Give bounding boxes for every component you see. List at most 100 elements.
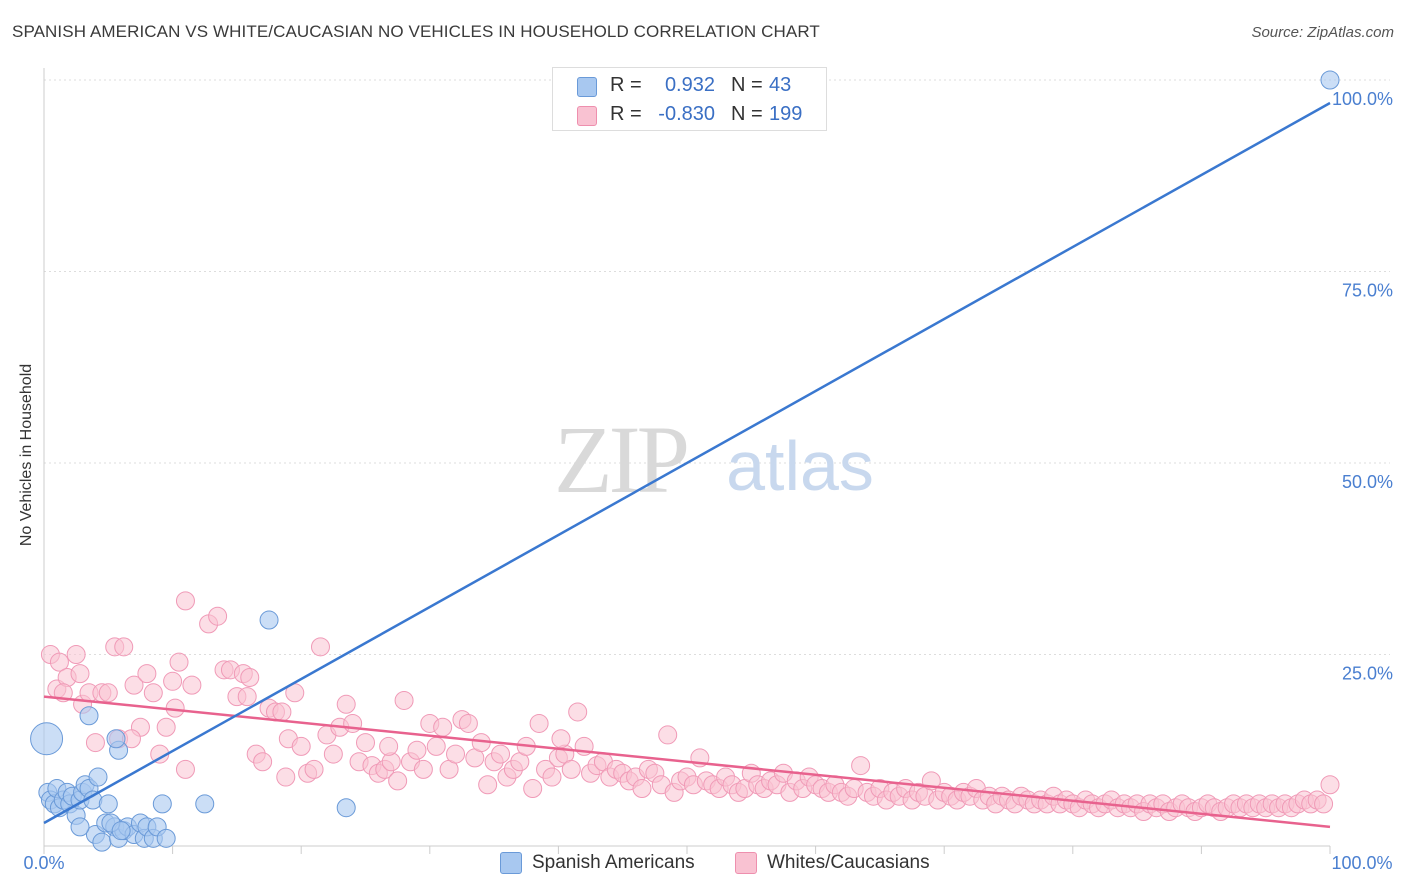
whites-point	[542, 767, 562, 787]
whites-point	[175, 591, 195, 611]
spanish-point	[79, 706, 99, 726]
tick-labels: 25.0% 50.0% 75.0% 100.0% 0.0% 100.0%	[23, 89, 1393, 873]
legend-n-label: N =	[731, 103, 763, 125]
whites-point	[1320, 775, 1340, 795]
legend-row-whites: R = -0.830 N = 199	[553, 100, 826, 130]
whites-point	[163, 671, 183, 691]
whites-point	[458, 713, 478, 733]
legend-box: R = 0.932 N = 43 R = -0.830 N = 199	[552, 67, 827, 131]
watermark-atlas: atlas	[726, 427, 874, 505]
whites-point	[658, 725, 678, 745]
source-label: Source: ZipAtlas.com	[1251, 24, 1394, 41]
whites-point	[491, 744, 511, 764]
whites-point	[426, 736, 446, 756]
whites-point	[632, 779, 652, 799]
whites-point	[433, 717, 453, 737]
legend-r-value: -0.830	[658, 103, 715, 125]
watermark: ZIP atlas	[554, 406, 874, 513]
whites-point	[561, 759, 581, 779]
legend-swatch-spanish	[577, 77, 597, 97]
spanish-point	[30, 722, 64, 756]
legend-n-label: N =	[731, 74, 763, 96]
whites-point	[182, 675, 202, 695]
whites-point	[310, 637, 330, 657]
whites-point	[446, 744, 466, 764]
whites-point	[529, 713, 549, 733]
legend-r-value: 0.932	[664, 74, 715, 96]
y-tick-label: 75.0%	[1342, 281, 1393, 301]
x-tick-label: 100.0%	[1331, 853, 1392, 873]
x-tick-label: 0.0%	[23, 853, 64, 873]
legend-n-value: 199	[769, 103, 803, 125]
whites-point	[114, 637, 134, 657]
whites-point	[143, 683, 163, 703]
whites-point	[49, 652, 69, 672]
y-tick-label: 25.0%	[1342, 664, 1393, 684]
spanish-point	[98, 794, 118, 814]
whites-point	[169, 652, 189, 672]
whites-point	[276, 767, 296, 787]
spanish-point	[1320, 70, 1340, 90]
legend-r-label: R =	[610, 103, 642, 125]
whites-point	[394, 690, 414, 710]
whites-point	[407, 740, 427, 760]
whites-point	[175, 759, 195, 779]
spanish-point	[111, 821, 131, 841]
whites-point	[323, 744, 343, 764]
legend-label-spanish: Spanish Americans	[532, 852, 695, 873]
whites-point	[98, 683, 118, 703]
whites-point	[237, 687, 257, 707]
whites-point	[388, 771, 408, 791]
legend-label-whites: Whites/Caucasians	[767, 852, 930, 873]
trend-lines	[43, 101, 1331, 829]
whites-point	[1314, 794, 1334, 814]
y-axis-label-wrap: No Vehicles in Household	[0, 0, 60, 892]
whites-point	[85, 733, 105, 753]
whites-point	[208, 606, 228, 626]
whites-point	[551, 729, 571, 749]
whites-point	[291, 736, 311, 756]
legend-row-spanish: R = 0.932 N = 43	[553, 71, 826, 101]
spanish-point	[88, 767, 108, 787]
whites-point	[379, 736, 399, 756]
y-tick-label: 50.0%	[1342, 472, 1393, 492]
whites-point	[240, 667, 260, 687]
spanish-point	[152, 794, 172, 814]
spanish-point	[195, 794, 215, 814]
legend-r-label: R =	[610, 74, 642, 96]
whites-point	[253, 752, 273, 772]
whites-point	[523, 779, 543, 799]
chart-title: SPANISH AMERICAN VS WHITE/CAUCASIAN NO V…	[12, 22, 820, 41]
whites-point	[137, 664, 157, 684]
spanish-point	[156, 828, 176, 848]
whites-point	[851, 756, 871, 776]
bottom-legend: Spanish Americans Whites/Caucasians	[0, 850, 1406, 880]
whites-point	[336, 694, 356, 714]
spanish-point	[92, 832, 112, 852]
whites-point	[124, 675, 144, 695]
legend-swatch-spanish	[500, 852, 522, 874]
whites-point	[70, 664, 90, 684]
whites-point	[156, 717, 176, 737]
series-whites-points	[40, 591, 1340, 822]
y-axis-label: No Vehicles in Household	[18, 363, 36, 547]
whites-point	[568, 702, 588, 722]
spanish-point	[106, 729, 126, 749]
whites-point	[272, 702, 292, 722]
whites-point	[478, 775, 498, 795]
y-tick-label: 100.0%	[1332, 89, 1393, 109]
whites-point	[304, 759, 324, 779]
legend-n-value: 43	[769, 74, 792, 96]
watermark-zip: ZIP	[554, 406, 687, 513]
whites-point	[66, 645, 86, 664]
legend-swatch-whites	[577, 106, 597, 126]
spanish-point	[259, 610, 279, 630]
grid-lines	[44, 79, 1390, 655]
whites-point	[356, 733, 375, 753]
spanish-trend-line	[43, 101, 1331, 825]
legend-swatch-whites	[735, 852, 757, 874]
axes	[43, 68, 1331, 854]
spanish-point	[336, 798, 356, 818]
whites-trend-line	[43, 695, 1331, 829]
